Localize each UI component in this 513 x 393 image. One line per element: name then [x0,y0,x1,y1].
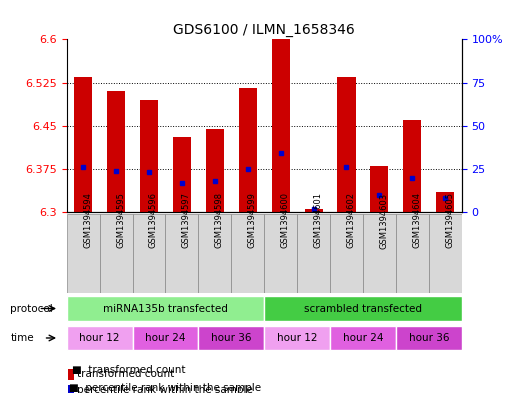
Text: GSM1394597: GSM1394597 [182,193,191,248]
Text: GSM1394598: GSM1394598 [215,193,224,248]
Text: transformed count: transformed count [77,369,174,379]
Bar [132,325,199,351]
Text: GSM1394602: GSM1394602 [346,193,356,248]
Text: protocol: protocol [10,303,53,314]
Text: GSM1394594: GSM1394594 [83,193,92,248]
Text: GSM1394604: GSM1394604 [412,193,421,248]
Bar [100,214,132,293]
Text: time: time [10,333,34,343]
Bar [436,192,455,212]
Bar [165,214,199,293]
Text: hour 36: hour 36 [211,333,251,343]
Bar [297,214,330,293]
Text: percentile rank within the sample: percentile rank within the sample [77,385,253,393]
Bar [67,296,264,321]
Bar [330,325,396,351]
Text: scrambled transfected: scrambled transfected [304,303,422,314]
Text: GSM1394595: GSM1394595 [116,193,125,248]
Text: miRNA135b transfected: miRNA135b transfected [103,303,228,314]
Bar [132,214,165,293]
Bar [330,214,363,293]
Bar [68,385,74,393]
Bar [429,214,462,293]
Bar [231,214,264,293]
Bar [396,325,462,351]
Bar [199,214,231,293]
Bar [271,39,290,212]
Text: ■  transformed count: ■ transformed count [72,365,185,375]
Text: GSM1394605: GSM1394605 [445,193,454,248]
Text: GSM1394601: GSM1394601 [313,193,323,248]
Text: GSM1394596: GSM1394596 [149,193,158,248]
Bar [396,214,429,293]
Bar [107,91,125,212]
Text: GSM1394600: GSM1394600 [281,193,290,248]
Bar [370,166,388,212]
Bar [199,325,264,351]
Bar [363,214,396,293]
Text: GSM1394603: GSM1394603 [380,193,388,248]
Title: GDS6100 / ILMN_1658346: GDS6100 / ILMN_1658346 [173,23,355,37]
Bar [264,325,330,351]
Bar [338,77,356,212]
Bar [67,325,132,351]
Bar [173,137,191,212]
Bar [264,296,462,321]
Text: GSM1394599: GSM1394599 [248,193,256,248]
Bar [74,77,92,212]
Bar [403,120,421,212]
Text: hour 12: hour 12 [80,333,120,343]
Text: ■  percentile rank within the sample: ■ percentile rank within the sample [69,383,262,393]
Text: hour 24: hour 24 [343,333,383,343]
Text: hour 12: hour 12 [277,333,318,343]
Bar [140,100,158,212]
Text: hour 24: hour 24 [145,333,186,343]
Bar [264,214,297,293]
Bar [68,369,74,380]
Bar [305,209,323,212]
Bar [239,88,257,212]
Text: hour 36: hour 36 [408,333,449,343]
Bar [206,129,224,212]
Bar [67,214,100,293]
